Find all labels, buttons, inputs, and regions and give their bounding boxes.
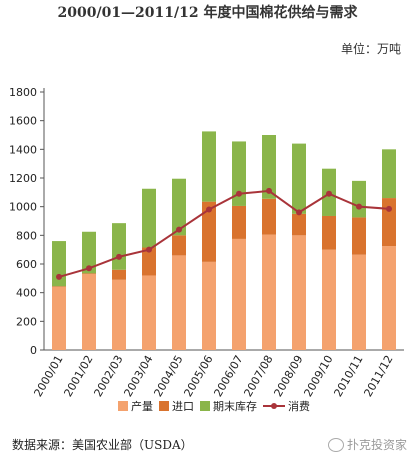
point-consumption bbox=[86, 265, 92, 272]
point-consumption bbox=[296, 209, 302, 216]
x-tick-label: 2007/08 bbox=[241, 353, 275, 399]
bar-production bbox=[172, 255, 186, 350]
bar-ending-stocks bbox=[112, 223, 126, 270]
legend-label-ending-stocks: 期末库存 bbox=[213, 400, 257, 413]
brand-label: 扑克投资家 bbox=[346, 438, 407, 452]
chart-legend: 产量 进口 期末库存 消费 bbox=[118, 398, 310, 414]
point-consumption bbox=[266, 187, 272, 194]
y-tick-label: 1000 bbox=[9, 201, 37, 214]
wechat-logo-icon bbox=[327, 437, 344, 452]
point-consumption bbox=[206, 206, 212, 213]
bar-production bbox=[232, 238, 246, 350]
bar-imports bbox=[52, 286, 66, 287]
bar-imports bbox=[82, 273, 96, 275]
bar-imports bbox=[142, 247, 156, 276]
bar-ending-stocks bbox=[82, 231, 96, 274]
point-consumption bbox=[146, 246, 152, 253]
bar-imports bbox=[202, 201, 216, 262]
y-tick-label: 200 bbox=[16, 315, 37, 328]
y-tick-label: 1800 bbox=[9, 86, 37, 99]
legend-swatch-production bbox=[118, 401, 128, 411]
bar-ending-stocks bbox=[142, 188, 156, 248]
legend-label-imports: 进口 bbox=[172, 400, 194, 413]
bar-production bbox=[142, 275, 156, 350]
bar-ending-stocks bbox=[352, 180, 366, 218]
point-consumption bbox=[236, 190, 242, 197]
point-consumption bbox=[176, 226, 182, 233]
bar-production bbox=[352, 254, 366, 350]
x-tick-label: 2000/01 bbox=[31, 353, 65, 399]
source-note: 数据来源：美国农业部（USDA） bbox=[12, 438, 193, 452]
bar-ending-stocks bbox=[292, 143, 306, 214]
bar-imports bbox=[112, 269, 126, 280]
x-tick-label: 2011/12 bbox=[361, 353, 395, 399]
bar-ending-stocks bbox=[382, 149, 396, 199]
bar-production bbox=[382, 246, 396, 350]
x-tick-label: 2003/04 bbox=[121, 353, 155, 399]
y-tick-label: 0 bbox=[30, 344, 37, 357]
x-tick-label: 2006/07 bbox=[211, 353, 245, 399]
y-tick-label: 1400 bbox=[9, 143, 37, 156]
point-consumption bbox=[116, 253, 122, 260]
legend-swatch-imports bbox=[159, 401, 169, 411]
bar-imports bbox=[382, 198, 396, 247]
x-tick-label: 2002/03 bbox=[91, 353, 125, 399]
bar-production bbox=[202, 261, 216, 350]
point-consumption bbox=[56, 273, 62, 280]
legend-item-consumption: 消费 bbox=[263, 398, 310, 414]
bar-ending-stocks bbox=[172, 178, 186, 236]
legend-item-ending-stocks: 期末库存 bbox=[200, 398, 257, 414]
x-tick-label: 2009/10 bbox=[301, 353, 335, 399]
y-tick-label: 1600 bbox=[9, 115, 37, 128]
x-tick-label: 2001/02 bbox=[61, 353, 95, 399]
legend-item-production: 产量 bbox=[118, 398, 153, 414]
unit-label: 单位：万吨 bbox=[340, 42, 401, 56]
bar-imports bbox=[262, 198, 276, 235]
bar-imports bbox=[292, 213, 306, 236]
bar-production bbox=[292, 235, 306, 350]
bar-production bbox=[52, 286, 66, 350]
y-tick-label: 1200 bbox=[9, 172, 37, 185]
x-tick-label: 2010/11 bbox=[331, 353, 365, 399]
point-consumption bbox=[356, 203, 362, 210]
y-tick-label: 600 bbox=[16, 258, 37, 271]
y-tick-label: 800 bbox=[16, 229, 37, 242]
legend-swatch-consumption bbox=[263, 401, 285, 411]
x-tick-label: 2008/09 bbox=[271, 353, 305, 399]
legend-label-consumption: 消费 bbox=[288, 400, 310, 413]
legend-label-production: 产量 bbox=[131, 400, 153, 413]
y-tick-label: 400 bbox=[16, 287, 37, 300]
point-consumption bbox=[386, 205, 392, 212]
legend-swatch-ending-stocks bbox=[200, 401, 210, 411]
bar-imports bbox=[322, 215, 336, 250]
bar-imports bbox=[172, 235, 186, 256]
bar-ending-stocks bbox=[232, 141, 246, 206]
legend-item-imports: 进口 bbox=[159, 398, 194, 414]
point-consumption bbox=[326, 190, 332, 197]
line-consumption bbox=[58, 189, 390, 278]
bar-ending-stocks bbox=[202, 131, 216, 202]
x-tick-label: 2005/06 bbox=[181, 353, 215, 399]
bar-production bbox=[112, 279, 126, 350]
bar-ending-stocks bbox=[262, 135, 276, 199]
chart-title: 2000/01—2011/12 年度中国棉花供给与需求 bbox=[57, 5, 358, 21]
bar-imports bbox=[232, 205, 246, 239]
bar-imports bbox=[352, 217, 366, 255]
bar-production bbox=[262, 234, 276, 350]
bar-production bbox=[322, 249, 336, 350]
bar-production bbox=[82, 274, 96, 350]
brand-watermark: 扑克投资家 bbox=[327, 436, 407, 453]
x-tick-label: 2004/05 bbox=[151, 353, 185, 399]
